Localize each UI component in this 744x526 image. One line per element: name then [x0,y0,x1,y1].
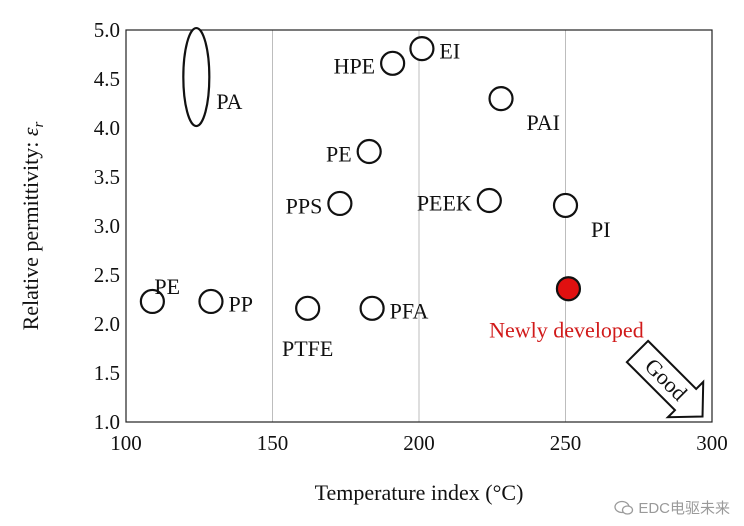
data-point [409,36,435,62]
point-label: PTFE [282,336,333,361]
point-label: PAI [527,110,560,135]
y-tick-label: 1.0 [94,410,120,434]
data-point [476,187,502,214]
point-labels: PE PP PTFE PFA PPS PE HPE EI PAI PEEK PI Newly deve… [154,39,643,361]
y-tick-label: 4.5 [94,67,120,91]
y-axis-title-symbol: ε [18,127,43,136]
x-tick-label: 150 [257,431,289,455]
range-marker-pa [182,26,211,128]
point-label: PP [228,291,252,316]
y-tick-label: 2.0 [94,312,120,336]
data-point [488,85,514,112]
x-tick-label: 250 [550,431,582,455]
y-axis-title-subscript: r [31,121,47,127]
grid-lines [272,30,566,422]
data-point [327,190,353,217]
y-tick-label: 2.5 [94,263,120,287]
y-axis-ticks: 1.0 1.5 2.0 2.5 3.0 3.5 4.0 4.5 5.0 [94,18,120,434]
point-label: HPE [334,53,376,78]
data-point [356,138,382,165]
point-label: PI [591,217,611,242]
point-label: PE [326,142,352,167]
range-marker-label: PA [216,89,242,114]
point-label: PPS [286,193,323,218]
plot-frame [125,29,713,423]
point-label: PEEK [417,191,472,216]
x-tick-label: 300 [696,431,728,455]
data-point [359,295,385,321]
data-point [198,288,224,315]
y-tick-label: 5.0 [94,18,120,42]
point-label: PFA [390,298,429,323]
good-arrow: Good [625,339,705,419]
data-points [139,36,582,321]
data-point [380,50,406,76]
data-point [295,295,321,321]
highlight-point [555,276,582,302]
y-axis-title-text: Relative permittivity: [18,136,43,330]
x-axis-ticks: 100 150 200 250 300 [110,431,728,455]
x-axis-title: Temperature index (°C) [315,480,524,505]
x-tick-label: 100 [110,431,142,455]
data-point [552,192,579,219]
y-tick-label: 3.0 [94,214,120,238]
y-tick-label: 3.5 [94,165,120,189]
watermark: EDC电驱未来 [614,497,730,518]
point-label: EI [439,39,460,64]
good-arrow-shape [625,339,705,419]
range-marker-layer: PA [182,26,243,128]
highlight-label: Newly developed [489,318,644,343]
x-tick-label: 200 [403,431,435,455]
y-tick-label: 1.5 [94,361,120,385]
wechat-icon [614,500,634,515]
data-point [139,288,165,315]
watermark-text: EDC电驱未来 [638,500,730,517]
y-axis-title: Relative permittivity: εr [18,121,47,330]
point-label: PE [154,274,180,299]
y-tick-label: 4.0 [94,116,120,140]
